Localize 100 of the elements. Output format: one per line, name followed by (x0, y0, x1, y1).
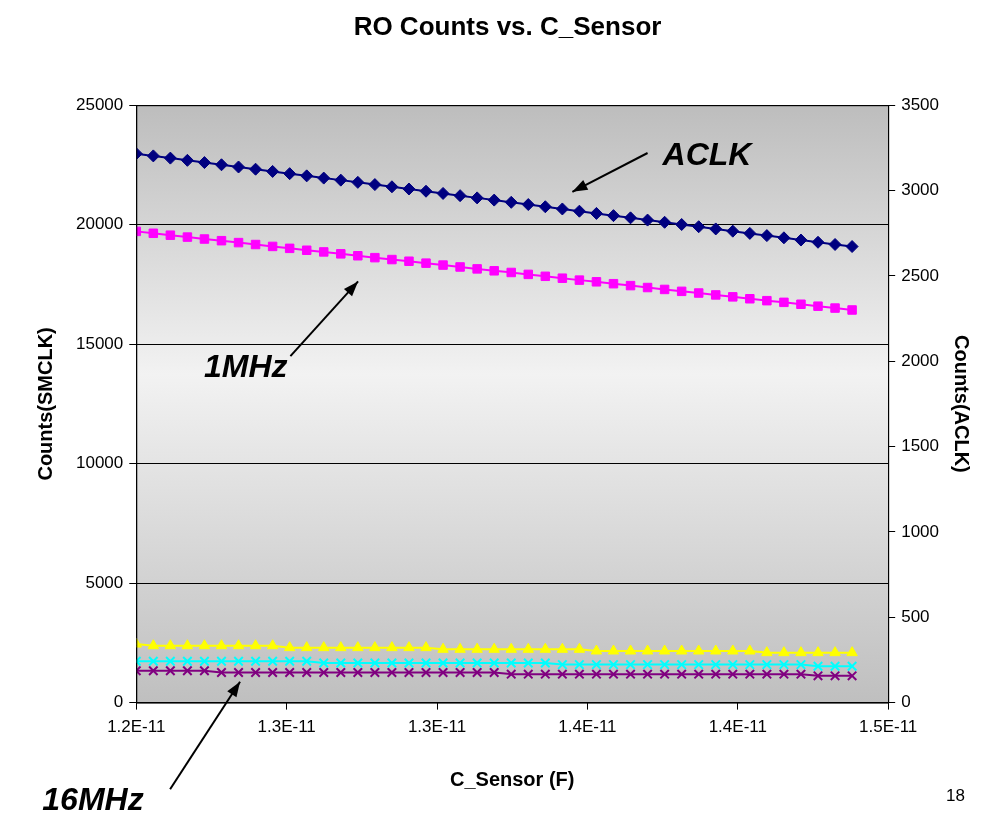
point (625, 659, 636, 670)
point (437, 642, 449, 653)
point (147, 639, 160, 650)
point (556, 642, 569, 653)
point (488, 642, 500, 653)
point (454, 667, 466, 678)
point (335, 667, 347, 678)
point (351, 175, 365, 189)
y-axis-title: Counts(SMCLK) (33, 327, 56, 481)
point (795, 646, 807, 657)
point (574, 275, 585, 285)
point (319, 247, 329, 257)
point (249, 639, 262, 650)
point (318, 641, 330, 652)
point (794, 233, 808, 247)
point (215, 639, 228, 650)
point (301, 656, 312, 667)
point (625, 668, 636, 680)
point (743, 226, 757, 240)
series-label: ACLK (661, 135, 755, 172)
chart-title: RO Counts vs. C_Sensor (353, 10, 662, 41)
point (795, 659, 807, 670)
point (539, 642, 552, 653)
point (386, 667, 398, 678)
point (557, 273, 568, 283)
point (522, 642, 534, 653)
point (335, 657, 347, 669)
point (267, 656, 278, 667)
point (233, 656, 244, 667)
point (710, 659, 721, 670)
x-tick-label: 1.4E-11 (708, 717, 767, 737)
point (454, 657, 466, 669)
point (591, 668, 602, 680)
point (812, 670, 824, 682)
point (165, 656, 176, 667)
point (148, 656, 159, 667)
point (606, 209, 620, 223)
point (284, 656, 295, 667)
point (368, 178, 382, 192)
point (847, 305, 857, 315)
point (232, 639, 245, 650)
point (505, 657, 517, 669)
y2-tick-label: 2500 (901, 265, 940, 285)
point (676, 659, 687, 670)
point (828, 237, 842, 251)
point (540, 271, 551, 282)
point (182, 656, 193, 667)
point (676, 668, 687, 680)
point (233, 237, 244, 248)
point (335, 641, 347, 652)
point (199, 234, 210, 244)
point (727, 668, 739, 680)
point (523, 668, 534, 680)
point (283, 167, 297, 181)
point (523, 269, 534, 280)
point (504, 195, 518, 209)
point (505, 642, 517, 653)
point (453, 189, 467, 203)
point (727, 659, 739, 670)
point (589, 206, 603, 220)
point (591, 277, 602, 287)
point (199, 665, 210, 677)
y2-tick-label: 500 (901, 606, 930, 626)
point (658, 215, 672, 229)
point (403, 667, 415, 678)
point (555, 202, 569, 216)
point (182, 665, 193, 677)
point (198, 639, 211, 650)
point (267, 241, 278, 252)
point (540, 657, 551, 669)
point (813, 301, 823, 311)
point (538, 200, 552, 214)
point (744, 644, 756, 655)
point (199, 656, 210, 667)
point (829, 646, 841, 657)
point (403, 657, 415, 669)
point (402, 182, 416, 196)
point (385, 180, 399, 194)
point (779, 297, 789, 308)
point (744, 668, 756, 680)
point (250, 667, 261, 678)
point (777, 231, 791, 245)
point (778, 668, 790, 680)
point (591, 659, 602, 670)
point (642, 668, 653, 680)
point (692, 220, 706, 234)
point (624, 644, 637, 655)
point (745, 294, 755, 304)
point (726, 224, 740, 238)
point (487, 193, 501, 207)
point (540, 668, 551, 680)
point (710, 644, 722, 655)
point (301, 641, 313, 652)
x-tick-label: 1.4E-11 (558, 717, 617, 737)
point (761, 646, 773, 657)
point (846, 670, 858, 682)
point (369, 641, 381, 652)
point (642, 282, 653, 293)
point (659, 284, 670, 295)
point (352, 657, 364, 669)
